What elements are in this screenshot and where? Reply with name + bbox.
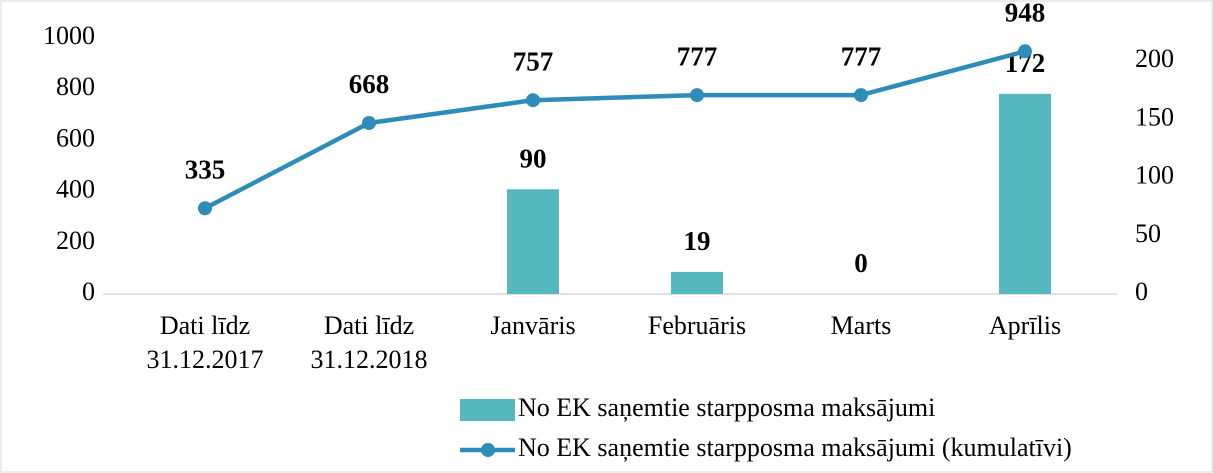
x-tick-label: Marts xyxy=(831,311,892,340)
line-value-label: 335 xyxy=(185,154,226,184)
line-value-label: 777 xyxy=(677,41,718,71)
legend-label: No EK saņemtie starpposma maksājumi xyxy=(518,393,935,422)
line-marker xyxy=(362,115,376,130)
x-tick-label: Aprīlis xyxy=(989,311,1061,340)
bar-value-label: 0 xyxy=(854,248,868,278)
bar-value-label: 19 xyxy=(684,226,711,256)
x-tick-label: Dati līdz 31.12.2018 xyxy=(311,311,428,374)
y2-tick-label: 150 xyxy=(1135,102,1174,131)
x-tick-label: Februāris xyxy=(648,311,746,340)
line-value-label: 668 xyxy=(349,69,390,99)
y-tick-label: 0 xyxy=(82,277,95,306)
y2-tick-label: 50 xyxy=(1135,219,1161,248)
y-tick-label: 200 xyxy=(56,226,95,255)
y-tick-label: 600 xyxy=(56,123,95,152)
legend-label: No EK saņemtie starpposma maksājumi (kum… xyxy=(518,433,1072,462)
line-marker xyxy=(854,88,868,103)
line-marker xyxy=(1018,44,1032,59)
bar-value-label: 90 xyxy=(520,143,547,173)
line-marker xyxy=(198,201,212,216)
y2-tick-label: 100 xyxy=(1135,161,1174,190)
line-marker xyxy=(526,93,540,108)
y-tick-label: 800 xyxy=(56,72,95,101)
legend-marker xyxy=(481,443,495,457)
legend-swatch xyxy=(460,399,515,421)
y2-tick-label: 0 xyxy=(1135,277,1148,306)
line-value-label: 777 xyxy=(841,41,882,71)
line-value-label: 948 xyxy=(1005,0,1046,28)
bar xyxy=(507,189,559,294)
line xyxy=(203,49,1026,211)
line-marker xyxy=(690,88,704,103)
bar xyxy=(999,93,1051,294)
line-value-label: 757 xyxy=(513,46,554,76)
x-tick-label: Dati līdz 31.12.2017 xyxy=(147,311,264,374)
bar xyxy=(671,271,723,294)
y2-tick-label: 200 xyxy=(1135,44,1174,73)
y-tick-label: 1000 xyxy=(43,21,95,50)
y-tick-label: 400 xyxy=(56,175,95,204)
x-tick-label: Janvāris xyxy=(490,311,575,340)
